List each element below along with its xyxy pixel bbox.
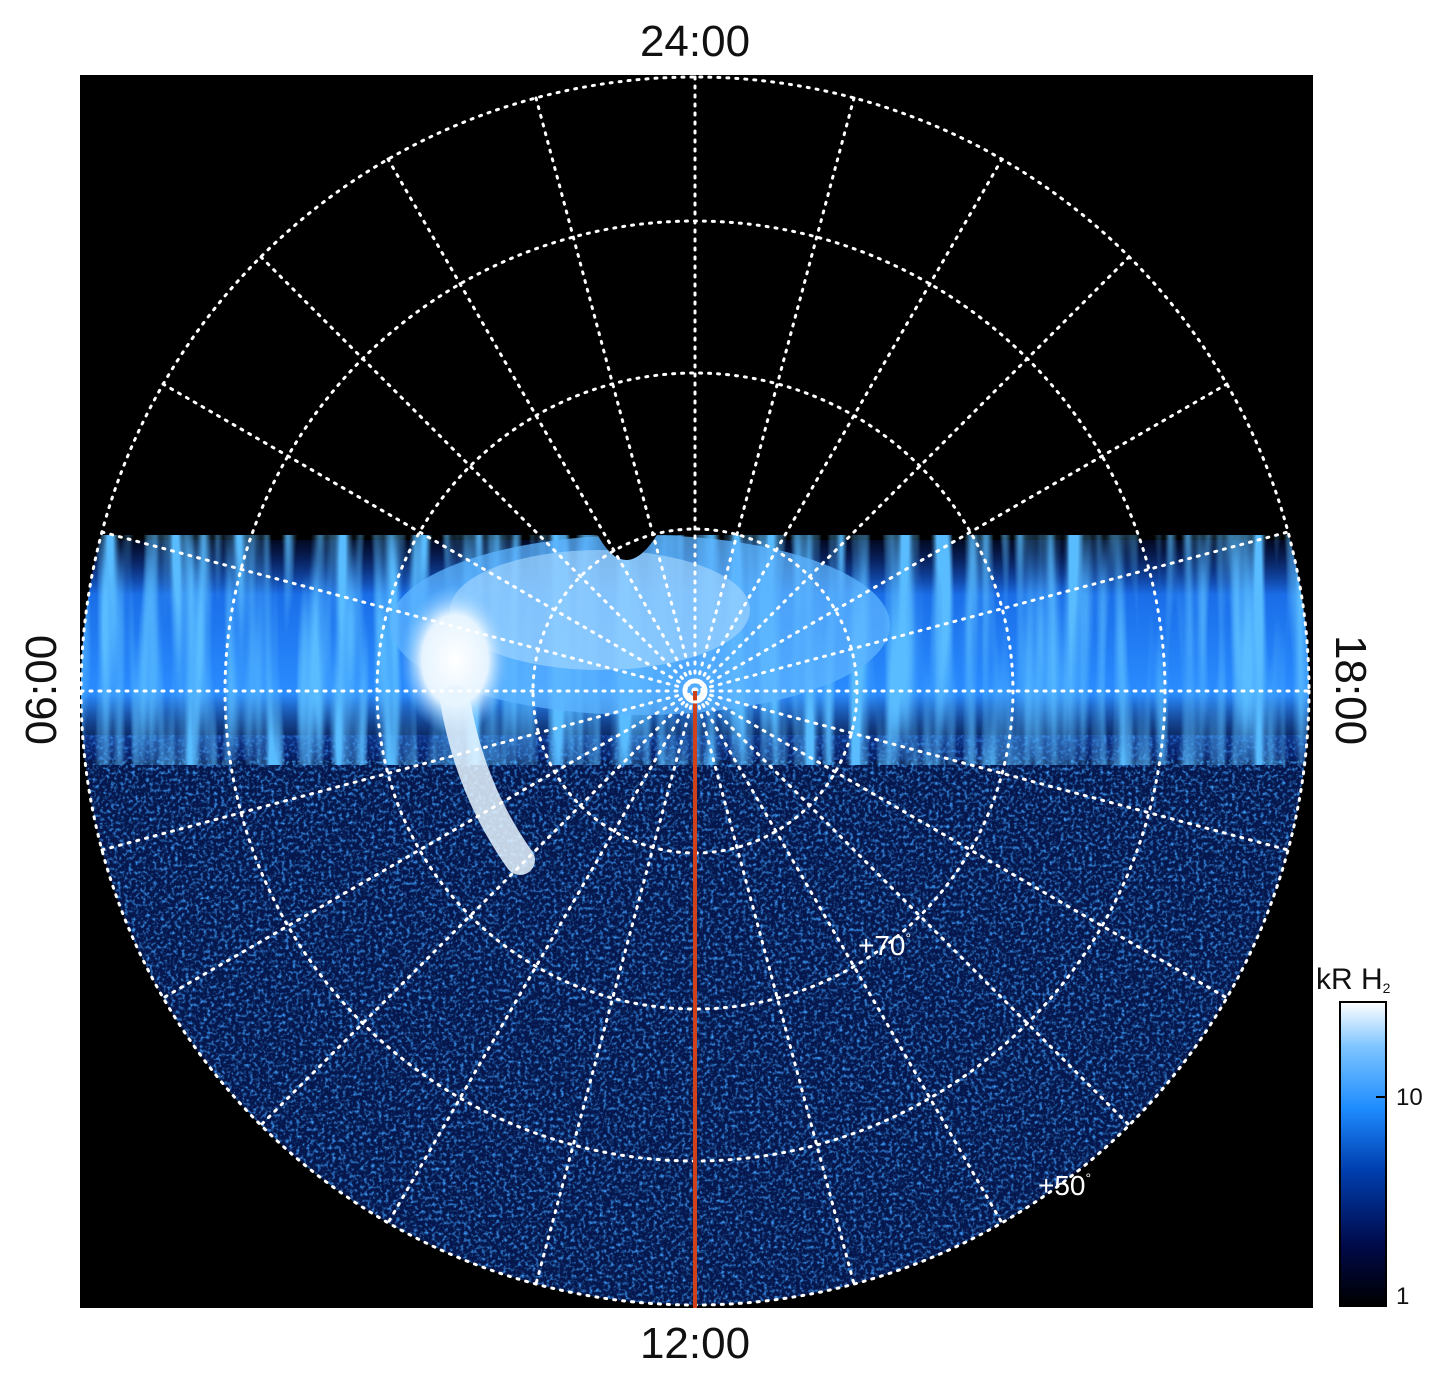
- pole-marker: [682, 678, 708, 704]
- dawn-arc: [440, 685, 535, 875]
- central-emission-core: [450, 550, 750, 670]
- colorbar-tick-10: 10: [1396, 1084, 1423, 1111]
- dawn-bright-spot: [400, 585, 510, 735]
- local-time-label-right: 18:00: [1326, 634, 1375, 746]
- colorbar-tick-1: 1: [1396, 1283, 1410, 1310]
- colorbar-title: kR H2: [1316, 963, 1391, 996]
- local-time-label-bottom: 12:00: [639, 1319, 751, 1368]
- colorbar-ticks: [1376, 1096, 1386, 1305]
- latitude-label-70: +70°: [858, 930, 912, 961]
- local-time-label-top: 24:00: [639, 17, 751, 66]
- latitude-label-50: +50°: [1038, 1170, 1092, 1201]
- local-time-label-left: 06:00: [17, 634, 66, 746]
- colorbar-gradient: [1339, 1001, 1387, 1307]
